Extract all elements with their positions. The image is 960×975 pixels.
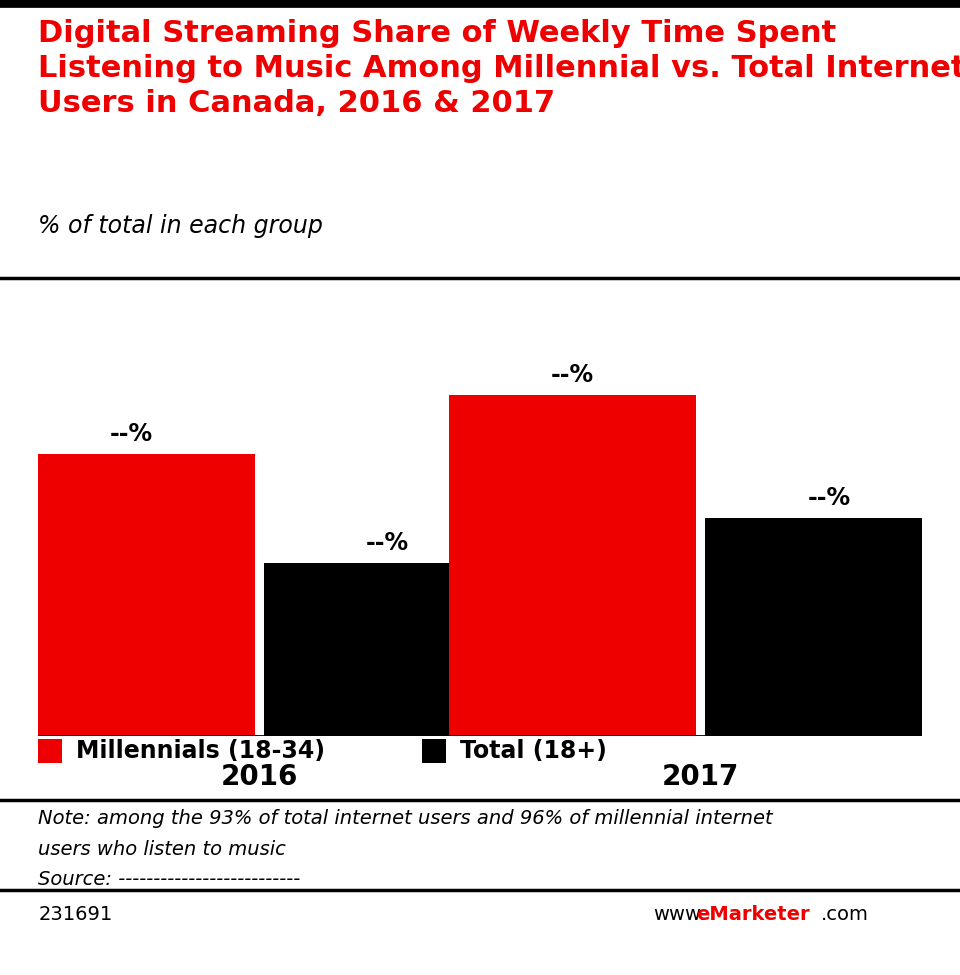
Text: eMarketer: eMarketer (696, 905, 809, 923)
Bar (264, 564, 511, 736)
Text: users who listen to music: users who listen to music (38, 840, 286, 859)
Text: Source: --------------------------: Source: -------------------------- (38, 870, 300, 888)
Bar (449, 396, 696, 736)
Text: --%: --% (366, 531, 409, 556)
Text: 231691: 231691 (38, 905, 112, 923)
Text: --%: --% (807, 486, 851, 510)
Text: --%: --% (551, 363, 594, 387)
Text: Digital Streaming Share of Weekly Time Spent
Listening to Music Among Millennial: Digital Streaming Share of Weekly Time S… (38, 20, 960, 118)
Text: % of total in each group: % of total in each group (38, 214, 324, 239)
Bar (706, 518, 952, 736)
Text: Millennials (18-34): Millennials (18-34) (77, 739, 325, 762)
Text: www.: www. (653, 905, 706, 923)
Bar (8, 454, 254, 736)
Text: 2016: 2016 (221, 763, 298, 792)
Text: 2017: 2017 (662, 763, 739, 792)
Text: .com: .com (821, 905, 869, 923)
Text: Note: among the 93% of total internet users and 96% of millennial internet: Note: among the 93% of total internet us… (38, 809, 773, 828)
Text: --%: --% (109, 422, 153, 447)
Text: Total (18+): Total (18+) (461, 739, 608, 762)
